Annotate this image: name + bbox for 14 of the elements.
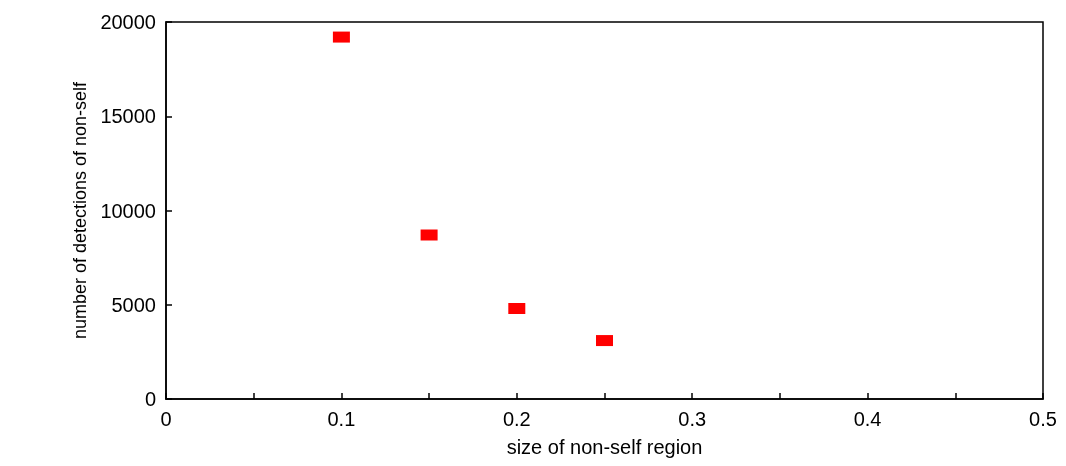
y-tick-label: 0	[144, 388, 156, 410]
x-tick-label: 0.1	[327, 408, 356, 430]
x-tick-label: 0.4	[853, 408, 882, 430]
point	[596, 335, 613, 347]
y-tick-label: 5000	[111, 293, 156, 316]
y-tick-label: 10000	[100, 199, 156, 222]
x-tick-label: 0.3	[678, 408, 707, 430]
y-axis-title: number of detections of non-self	[70, 80, 91, 340]
y-tick-label: 15000	[100, 105, 156, 128]
x-tick-label: 0.2	[502, 408, 531, 430]
x-axis-title: size of non-self region	[506, 436, 703, 458]
x-tick-label: 0.5	[1029, 408, 1057, 430]
x-tick-label: 0	[160, 408, 172, 430]
y-tick-label: 20000	[100, 11, 156, 33]
